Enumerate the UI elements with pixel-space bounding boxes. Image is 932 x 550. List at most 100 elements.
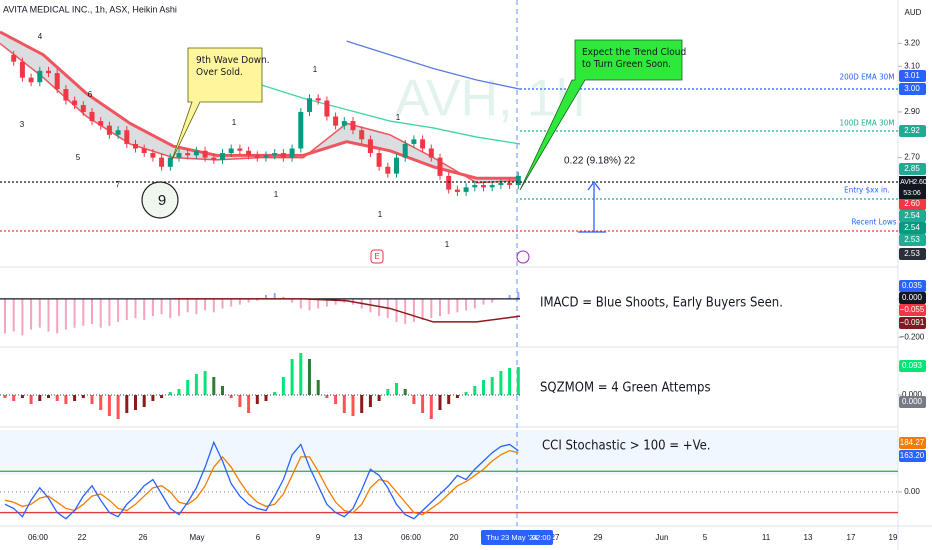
candle: [507, 182, 513, 186]
sqz-bar: [203, 371, 207, 395]
line-label: 200D EMA 30M: [840, 73, 895, 82]
sqz-bar: [342, 395, 346, 413]
macd-bar: [151, 298, 154, 317]
callout-text: Over Sold.: [196, 67, 243, 78]
x-tick-label: 9: [316, 533, 321, 542]
sqz-bar: [142, 395, 146, 407]
sqz-bar: [360, 395, 364, 413]
callout-text: 9th Wave Down.: [196, 55, 270, 66]
sqz-bar: [299, 353, 303, 395]
price-badge: [899, 198, 926, 210]
sqz-bar: [255, 395, 259, 404]
macd-bar: [439, 298, 441, 317]
wave-count: 1: [396, 113, 401, 122]
x-tick-label: Jun: [656, 533, 669, 542]
trend-cloud: [0, 31, 520, 183]
wave-count: 6: [88, 90, 93, 99]
macd-bar: [247, 298, 250, 303]
cursor-date: Thu 23 May '24: [486, 533, 537, 542]
line-label: Recent Lows: [851, 218, 896, 227]
macd-bar: [21, 298, 24, 336]
wave-count: 4: [38, 32, 43, 41]
sqz-bar: [47, 395, 50, 398]
candle: [159, 157, 165, 167]
macd-bar: [238, 298, 241, 305]
macd-bar: [134, 298, 137, 319]
price-badge: [899, 280, 926, 292]
watermark: AVH, 1h: [395, 70, 585, 128]
macd-bar: [282, 296, 285, 299]
candle: [89, 111, 95, 122]
candle: [472, 185, 478, 188]
sqz-bar: [168, 392, 172, 395]
macd-bar: [317, 298, 320, 309]
event-icon: [370, 249, 384, 264]
sqz-bar: [290, 359, 294, 395]
sqz-bar: [403, 389, 407, 395]
callout-right: [519, 39, 683, 191]
price-badge: [899, 83, 926, 95]
macd-bar: [404, 298, 407, 324]
candle: [428, 148, 434, 158]
price-badge-label: 3.00: [904, 84, 920, 93]
macd-bar: [299, 298, 302, 309]
candle: [46, 70, 51, 74]
candle: [124, 130, 130, 144]
sqz-bar: [421, 395, 425, 413]
price-badge-label: 2.54: [904, 211, 920, 220]
candle: [98, 121, 104, 126]
sqz-bar: [116, 395, 120, 419]
macd-bar: [160, 298, 163, 315]
macd-bar: [465, 298, 468, 311]
x-tick-label: 29: [594, 533, 603, 542]
sqz-bar: [395, 383, 398, 395]
macd-bar: [308, 298, 311, 311]
sqz-bar: [334, 395, 338, 404]
cci-line: [4, 440, 519, 520]
sqz-bar: [229, 395, 233, 398]
macd-bar: [4, 298, 6, 334]
x-tick-label: 11: [762, 533, 771, 542]
sqz-bar: [90, 395, 94, 404]
price-badge-label: 0.035: [902, 281, 923, 290]
candle: [80, 105, 86, 112]
macd-bar: [456, 298, 459, 313]
sqz-bar: [151, 395, 155, 401]
sqz-bar: [386, 389, 390, 395]
price-badge: [899, 210, 926, 222]
measure-label: 0.22 (9.18%) 22: [564, 156, 636, 167]
ema-100-line: [216, 61, 521, 145]
x-tick-label: 06:00: [28, 533, 49, 542]
sqz-bar: [99, 395, 103, 410]
sqz-bar: [134, 395, 137, 410]
macd-bar: [125, 298, 128, 320]
currency: AUD: [905, 8, 922, 17]
candle: [19, 61, 25, 78]
candle: [481, 185, 486, 188]
price-badge-label: 0.093: [902, 361, 923, 370]
price-badge: [899, 437, 926, 449]
sqz-bar: [186, 380, 190, 395]
cursor-date-box: [481, 530, 553, 545]
price-badge: [899, 317, 926, 329]
sqz-bar: [160, 395, 164, 398]
macd-bar: [412, 298, 415, 322]
wave-count: 1: [378, 210, 383, 219]
candle: [385, 166, 391, 174]
macd-bar: [273, 293, 276, 299]
sqz-bar: [281, 377, 285, 395]
pane-note: CCI Stochastic > 100 = +Ve.: [542, 439, 711, 454]
sqz-bar: [273, 392, 277, 395]
line-label: 100D EMA 30M: [840, 119, 895, 128]
candle: [106, 125, 112, 135]
candle: [220, 153, 225, 160]
x-tick-label: May: [189, 533, 204, 542]
macd-bar: [82, 298, 85, 326]
price-badge-label: 2.85: [904, 164, 920, 173]
sqz-bar: [447, 395, 451, 404]
macd-bar: [291, 298, 294, 303]
wave-count: 7: [116, 180, 121, 189]
price-badge: [899, 292, 926, 304]
macd-bar: [473, 298, 476, 309]
sqz-bar: [490, 377, 494, 395]
